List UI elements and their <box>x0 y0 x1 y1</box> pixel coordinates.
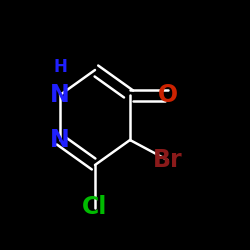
Text: H: H <box>53 58 67 76</box>
Text: N: N <box>50 128 70 152</box>
Text: N: N <box>50 83 70 107</box>
Text: O: O <box>158 83 178 107</box>
Text: Br: Br <box>153 148 182 172</box>
Text: Cl: Cl <box>82 196 108 220</box>
